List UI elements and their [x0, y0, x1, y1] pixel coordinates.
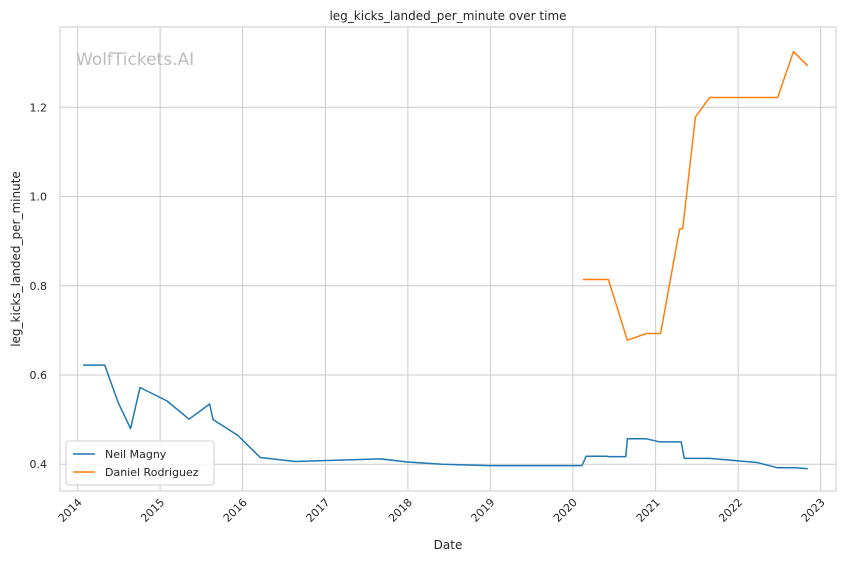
plot-area — [59, 26, 837, 492]
y-tick-label: 1.0 — [30, 191, 48, 204]
lines-layer — [83, 50, 809, 470]
legend: Neil Magny Daniel Rodriguez — [65, 440, 215, 486]
series-line-neil-magny — [83, 364, 808, 470]
legend-box — [65, 440, 215, 486]
plot-background — [60, 27, 836, 491]
y-tick-label: 1.2 — [30, 101, 48, 114]
plot-frame — [59, 26, 837, 492]
legend-label-neil-magny: Neil Magny — [105, 448, 167, 461]
chart-title: leg_kicks_landed_per_minute over time — [329, 9, 566, 23]
watermark: WolfTickets.AI — [76, 50, 194, 70]
y-axis-title: leg_kicks_landed_per_minute — [9, 171, 23, 347]
x-axis-title: Date — [434, 538, 463, 552]
y-tick-label: 0.6 — [30, 369, 48, 382]
legend-label-daniel-rodriguez: Daniel Rodriguez — [105, 466, 199, 479]
series-line-daniel-rodriguez — [583, 50, 809, 341]
y-tick-label: 0.8 — [30, 280, 48, 293]
y-tick-labels: 0.4 0.6 0.8 1.0 1.2 — [30, 101, 48, 471]
y-tick-label: 0.4 — [30, 458, 48, 471]
